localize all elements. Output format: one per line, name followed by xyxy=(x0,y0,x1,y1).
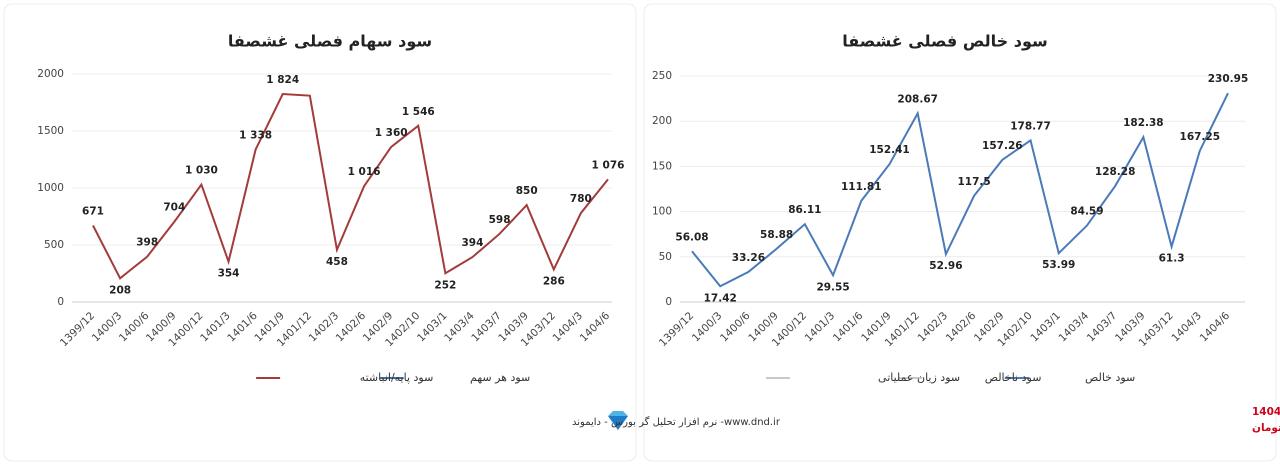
x-tick-label: 1404/3 xyxy=(1169,310,1204,345)
x-tick-label: 1400/6 xyxy=(718,310,753,345)
series-line xyxy=(691,92,1229,288)
data-label: 286 xyxy=(543,275,565,287)
y-tick-label: 50 xyxy=(659,251,672,263)
data-label: 157.26 xyxy=(982,140,1023,152)
data-label: 598 xyxy=(489,214,511,226)
note: * تمام قیمت میلیارد تومان xyxy=(1252,422,1280,434)
data-label: 1 824 xyxy=(266,74,299,86)
x-tick-label: 1403/4 xyxy=(1057,310,1092,345)
data-label: 458 xyxy=(326,256,348,268)
note: * سال مالی 1404/09/30 xyxy=(1252,406,1280,418)
data-label: 394 xyxy=(462,237,484,249)
footer: www.dnd.ir- نرم افزار تحلیل گر بورس - دا… xyxy=(572,416,781,428)
y-tick-label: 0 xyxy=(57,296,64,308)
data-label: 1 030 xyxy=(185,165,218,177)
chart-title: سود سهام فصلی غشصفا xyxy=(228,32,432,51)
data-label: 17.42 xyxy=(704,292,737,304)
x-tick-label: 1399/12 xyxy=(657,310,696,349)
series-line xyxy=(92,93,609,280)
data-label: 52.96 xyxy=(929,260,962,272)
data-label: 61.3 xyxy=(1159,253,1185,265)
data-label: 1 016 xyxy=(348,166,381,178)
data-label: 1 338 xyxy=(239,129,272,141)
legend-label: سود زیان عملیاتی xyxy=(878,371,960,384)
data-label: 671 xyxy=(82,206,104,218)
data-label: 84.59 xyxy=(1070,206,1103,218)
card xyxy=(3,3,637,462)
data-label: 704 xyxy=(163,202,185,214)
y-tick-label: 1000 xyxy=(37,182,64,194)
data-label: 128.28 xyxy=(1095,166,1136,178)
x-tick-label: 1401/3 xyxy=(803,310,838,345)
data-label: 780 xyxy=(570,193,592,205)
data-label: 33.26 xyxy=(732,252,765,264)
y-tick-label: 0 xyxy=(665,296,672,308)
legend-label: سود پایه/انباشته xyxy=(360,371,434,384)
x-tick-label: 1399/12 xyxy=(58,310,97,349)
data-label: 167.25 xyxy=(1180,131,1221,143)
data-label: 1 360 xyxy=(375,127,408,139)
data-label: 1 546 xyxy=(402,106,435,118)
y-tick-label: 1500 xyxy=(37,125,64,137)
y-tick-label: 150 xyxy=(652,160,672,172)
data-label: 208 xyxy=(109,284,131,296)
data-label: 29.55 xyxy=(816,281,849,293)
data-label: 252 xyxy=(434,279,456,291)
chart-title: سود خالص فصلی غشصفا xyxy=(842,32,1048,51)
data-label: 53.99 xyxy=(1042,259,1075,271)
data-label: 111.81 xyxy=(841,181,882,193)
card xyxy=(643,3,1277,462)
legend-label: سود خالص xyxy=(1085,371,1135,384)
x-tick-label: 1403/7 xyxy=(1085,310,1120,345)
y-tick-label: 250 xyxy=(652,70,672,82)
x-tick-label: 1402/6 xyxy=(944,310,979,345)
y-tick-label: 100 xyxy=(652,206,672,218)
x-tick-label: 1401/6 xyxy=(831,310,866,345)
y-tick-label: 2000 xyxy=(37,68,64,80)
data-label: 178.77 xyxy=(1010,120,1051,132)
x-tick-label: 1402/3 xyxy=(916,310,951,345)
data-label: 354 xyxy=(218,268,240,280)
data-label: 208.67 xyxy=(897,93,938,105)
data-label: 86.11 xyxy=(788,204,821,216)
data-label: 230.95 xyxy=(1208,73,1249,85)
y-tick-label: 200 xyxy=(652,115,672,127)
legend-label: سود هر سهم xyxy=(470,371,530,384)
data-label: 850 xyxy=(516,185,538,197)
data-label: 1 076 xyxy=(592,159,625,171)
data-label: 398 xyxy=(136,237,158,249)
data-label: 56.08 xyxy=(675,231,708,243)
data-label: 58.88 xyxy=(760,229,793,241)
x-tick-label: 1404/6 xyxy=(1198,310,1233,345)
x-tick-label: 1403/1 xyxy=(1028,310,1063,345)
x-tick-label: 1400/3 xyxy=(690,310,725,345)
x-tick-label: 1404/6 xyxy=(578,310,613,345)
data-label: 117.5 xyxy=(957,176,990,188)
data-label: 152.41 xyxy=(869,144,910,156)
legend-label: سود ناخالص xyxy=(985,371,1042,384)
logo xyxy=(608,411,628,430)
data-label: 182.38 xyxy=(1123,117,1164,129)
y-tick-label: 500 xyxy=(44,239,64,251)
